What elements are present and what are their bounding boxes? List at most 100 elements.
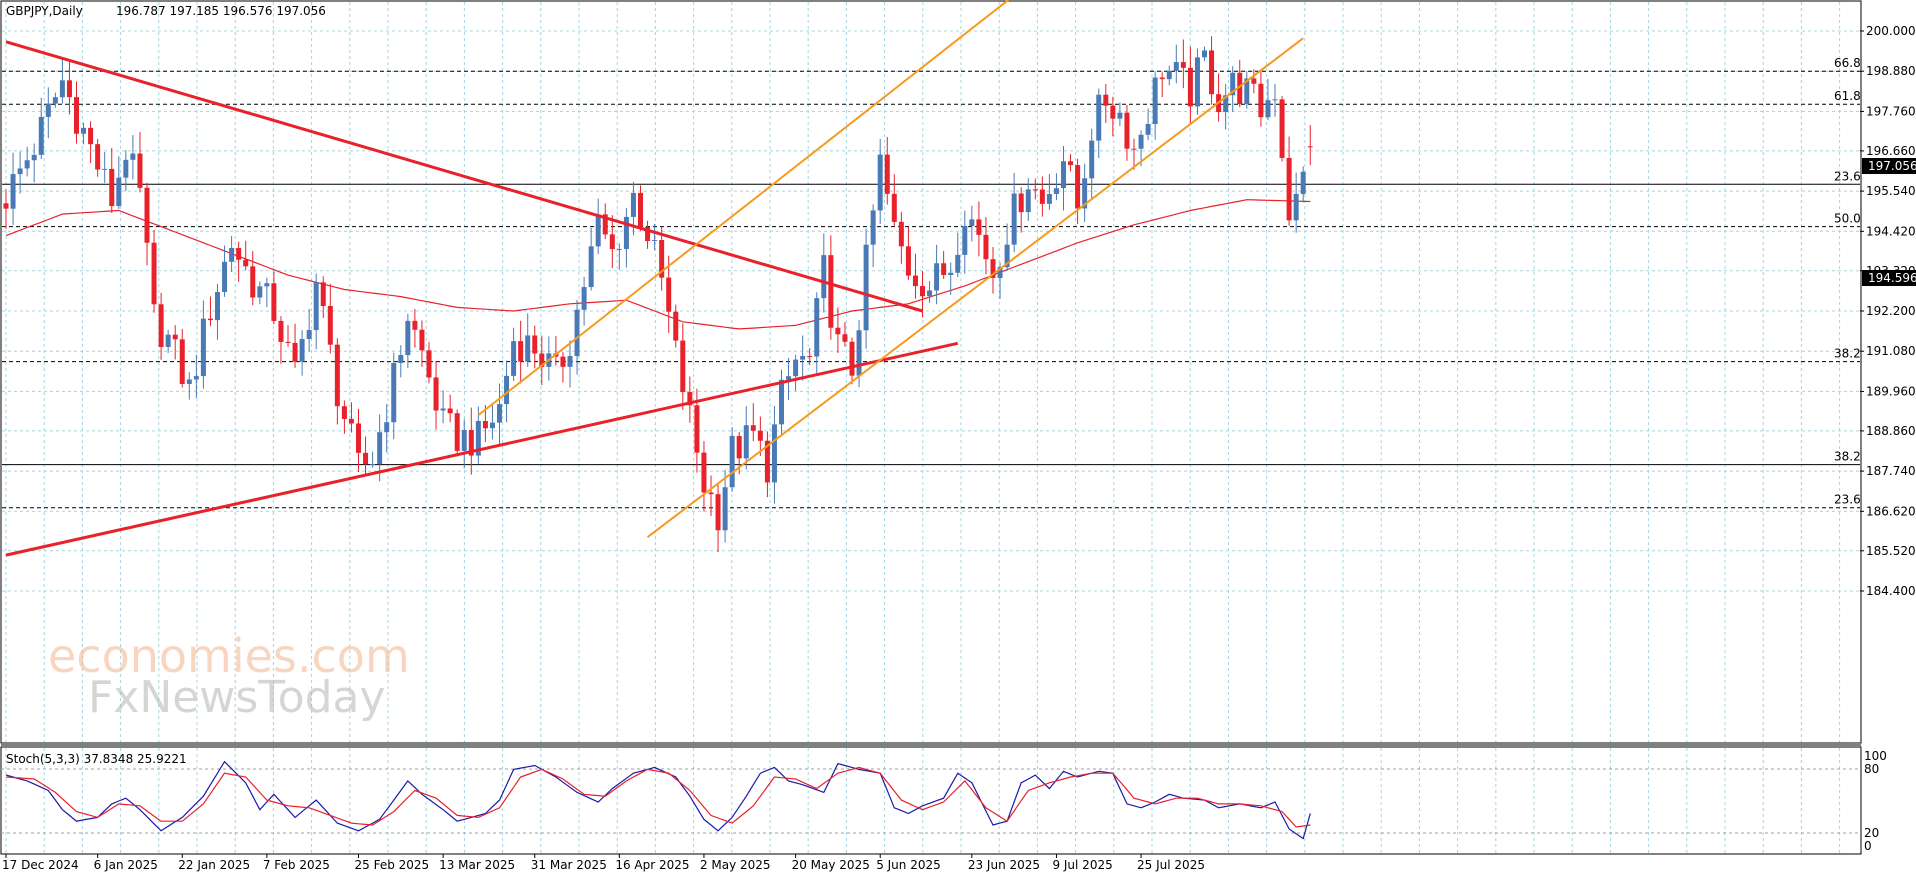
candle-body (1173, 62, 1179, 71)
candle-body (1202, 50, 1207, 58)
candle-body (905, 246, 911, 276)
candle-body (800, 355, 806, 360)
candle-body (1272, 99, 1278, 101)
candle-body (511, 341, 517, 376)
candle-body (193, 376, 199, 380)
y-tick-label: 189.960 (1866, 384, 1916, 398)
candle-body (384, 422, 390, 433)
candle-body (567, 356, 573, 367)
candle-body (292, 342, 298, 362)
candle-body (236, 248, 242, 260)
candle-body (165, 334, 171, 347)
candle-body (588, 246, 594, 288)
candle-body (341, 406, 347, 419)
candle-body (334, 344, 340, 407)
current-price-tag: 197.056 (1862, 158, 1916, 174)
candle-body (687, 392, 693, 406)
marker-price-label: 194.596 (1868, 271, 1916, 285)
x-tick-label: 9 Jul 2025 (1052, 858, 1112, 872)
candle-body (497, 404, 502, 423)
candle-body (927, 290, 933, 297)
fib-label: 66.8 (1834, 56, 1861, 70)
candle-body (66, 80, 72, 98)
candle-body (172, 334, 178, 340)
candle-body (102, 168, 108, 170)
candle-body (1307, 146, 1313, 148)
candle-body (1068, 161, 1074, 166)
candle-body (363, 452, 369, 465)
candle-body (962, 225, 968, 255)
candle-body (1096, 94, 1102, 141)
candle-body (623, 216, 629, 250)
candle-body (1075, 165, 1081, 209)
x-tick-label: 17 Dec 2024 (2, 858, 79, 872)
candle-body (1244, 78, 1250, 105)
trend-lines (5, 40, 959, 557)
y-tick-label: 191.080 (1866, 344, 1916, 358)
candle-body (482, 420, 488, 429)
candle-body (419, 329, 425, 351)
candle-body (920, 286, 925, 297)
y-tick-label: 185.520 (1866, 544, 1916, 558)
x-tick-label: 25 Feb 2025 (355, 858, 430, 872)
candle-body (828, 255, 834, 328)
main-pane-frame (0, 0, 1862, 744)
candle-body (807, 355, 813, 357)
candle-body (1230, 72, 1236, 96)
candle-body (955, 254, 961, 273)
candle-body (257, 286, 263, 298)
candle-body (969, 219, 975, 226)
candle-body (1279, 99, 1285, 158)
candle-body (271, 283, 277, 321)
candle-body (1237, 72, 1243, 105)
candle-body (609, 234, 615, 250)
candle-body (821, 255, 827, 299)
current-price-label: 197.056 (1868, 159, 1916, 173)
candle-body (306, 329, 312, 339)
candle-body (1039, 189, 1045, 204)
candle-body (708, 492, 714, 495)
candle-body (17, 168, 23, 175)
candle-body (1166, 70, 1172, 80)
grid (2, 2, 1860, 853)
candle-body (786, 376, 792, 380)
x-tick-label: 5 Jun 2025 (876, 858, 941, 872)
candle-body (729, 435, 735, 488)
time-axis: 17 Dec 2024 6 Jan 2025 22 Jan 2025 7 Feb 20… (2, 854, 1205, 872)
candle-body (891, 193, 897, 222)
candle-body (1187, 67, 1193, 107)
candle-body (278, 320, 284, 342)
candle-body (454, 413, 460, 451)
candle-body (694, 405, 700, 453)
candle-body (856, 330, 862, 376)
candle-body (1300, 171, 1306, 194)
candle-body (863, 244, 869, 331)
candle-body (997, 267, 1003, 278)
stoch-level-0-label: 0 (1864, 839, 1872, 853)
candle-body (327, 305, 333, 345)
candle-body (222, 261, 228, 293)
candle-body (750, 425, 756, 431)
candle-body (229, 248, 235, 262)
candle-body (659, 240, 665, 278)
candle-body (842, 334, 848, 342)
x-tick-label: 16 Apr 2025 (615, 858, 689, 872)
ohlc-readout: 196.787 197.185 196.576 197.056 (116, 4, 326, 18)
candle-body (771, 424, 777, 483)
moving-average-line (5, 199, 1311, 330)
y-tick-label: 192.200 (1866, 304, 1916, 318)
marker-price-tag: 194.596 (1862, 270, 1916, 286)
x-tick-label: 7 Feb 2025 (263, 858, 330, 872)
candle-body (370, 464, 376, 466)
candle-body (701, 452, 707, 493)
candle-body (45, 103, 51, 117)
stoch-level-20-label: 20 (1864, 826, 1879, 840)
candle-body (461, 429, 467, 451)
candle-body (1124, 112, 1130, 149)
candle-body (81, 127, 87, 134)
candle-body (835, 327, 841, 335)
candle-body (1145, 123, 1151, 135)
candle-body (24, 160, 30, 169)
candle-body (715, 494, 721, 531)
